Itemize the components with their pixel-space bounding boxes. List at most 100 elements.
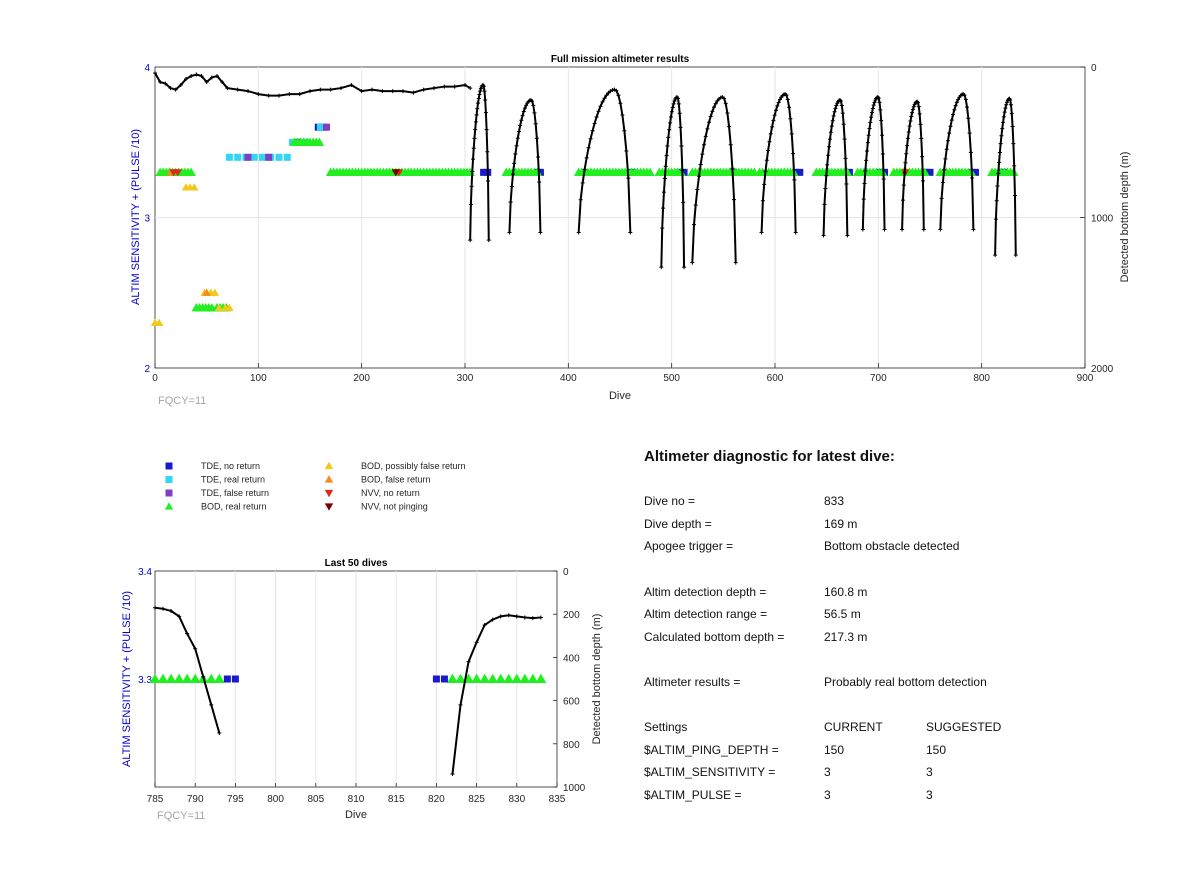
tde-real-return-marker	[316, 123, 324, 131]
legend-marker-bod-possibly-false-return	[324, 461, 334, 470]
top-y-tick-label: 4	[144, 63, 150, 74]
depth-sample-marker	[153, 71, 157, 76]
depth-sample-marker	[713, 101, 718, 106]
depth-sample-marker	[996, 171, 1001, 176]
depth-sample-marker	[725, 110, 730, 115]
depth-sample-marker	[663, 164, 668, 169]
depth-sample-marker	[664, 153, 669, 158]
depth-sample-marker	[659, 265, 664, 270]
depth-sample-marker	[910, 110, 915, 115]
bottom-depth-sample-marker	[217, 731, 222, 735]
depth-sample-marker	[1001, 114, 1006, 119]
depth-sample-marker	[513, 152, 518, 157]
depth-sample-marker	[703, 134, 708, 139]
depth-sample-marker	[831, 113, 836, 118]
depth-sample-marker	[628, 230, 633, 235]
legend-label-bod-possibly-false-return: BOD, possibly false return	[361, 461, 466, 471]
depth-sample-marker	[672, 98, 677, 103]
depth-sample-marker	[869, 115, 874, 120]
bottom-y-right-tick-label: 800	[563, 740, 580, 751]
legend-marker-bod-real-return	[164, 502, 174, 510]
depth-sample-marker	[590, 128, 595, 133]
depth-sample-marker	[833, 106, 838, 111]
depth-sample-marker	[339, 86, 343, 91]
tde-real-return-marker	[283, 153, 291, 161]
depth-sample-marker	[1013, 253, 1018, 258]
depth-sample-marker	[916, 104, 921, 109]
depth-sample-marker	[533, 121, 538, 126]
depth-sample-marker	[968, 150, 973, 155]
nvv-no-return-marker	[173, 169, 182, 177]
diag-key: Apogee trigger =	[644, 539, 734, 553]
depth-sample-marker	[866, 133, 871, 138]
depth-sample-marker	[911, 104, 916, 109]
depth-sample-marker	[965, 105, 970, 110]
depth-sample-marker	[784, 93, 789, 98]
depth-sample-marker	[328, 87, 333, 92]
depth-sample-marker	[478, 86, 483, 91]
bottom-depth-sample-marker	[450, 772, 455, 777]
depth-sample-marker	[771, 118, 776, 123]
depth-sample-marker	[421, 87, 426, 92]
setting-suggested: 150	[926, 743, 947, 757]
depth-sample-marker	[277, 93, 281, 98]
depth-sample-marker	[1012, 163, 1017, 168]
legend-label-nvv-no-return: NVV, no return	[361, 488, 420, 498]
depth-sample-marker	[471, 157, 476, 162]
depth-sample-marker	[870, 106, 875, 111]
depth-sample-marker	[944, 147, 949, 152]
depth-sample-marker	[432, 86, 436, 91]
depth-sample-marker	[993, 253, 998, 258]
depth-sample-marker	[1001, 120, 1006, 125]
bod-possibly-false-return-marker	[154, 318, 164, 326]
bottom-y-right-tick-label: 600	[563, 697, 580, 708]
bod-real-return-marker	[149, 673, 161, 684]
tde-no-return-marker	[480, 168, 488, 176]
depth-sample-marker	[618, 101, 623, 106]
top-x-tick-label: 500	[663, 373, 680, 384]
bottom-y-tick-label: 3.4	[138, 567, 152, 578]
setting-suggested: 3	[926, 765, 933, 779]
top-chart-title: Full mission altimeter results	[551, 54, 690, 65]
depth-sample-marker	[679, 144, 684, 149]
bottom-depth-sample-marker	[209, 702, 214, 707]
depth-sample-marker	[710, 109, 715, 114]
depth-sample-marker	[823, 186, 828, 191]
depth-sample-marker	[616, 93, 621, 98]
bod-real-return-marker	[189, 673, 201, 684]
depth-sample-marker	[938, 227, 943, 232]
tde-real-return-marker	[250, 153, 258, 161]
depth-sample-marker	[521, 109, 526, 114]
depth-sample-marker	[903, 160, 908, 165]
bottom-x-tick-label: 790	[187, 794, 204, 805]
tde-false-return-marker	[323, 123, 331, 131]
depth-sample-marker	[514, 143, 519, 148]
bod-real-return-marker	[181, 673, 193, 684]
bottom-depth-sample-marker	[538, 615, 543, 620]
depth-sample-marker	[624, 149, 629, 154]
setting-key: $ALTIM_PULSE =	[644, 788, 742, 802]
bottom-x-tick-label: 795	[227, 794, 244, 805]
bottom-depth-sample-marker	[177, 614, 182, 619]
depth-sample-marker	[909, 114, 914, 119]
depth-sample-marker	[481, 84, 486, 89]
bod-real-return-marker	[645, 167, 655, 176]
depth-sample-marker	[942, 167, 947, 172]
depth-sample-marker	[907, 124, 912, 129]
depth-sample-marker	[772, 113, 777, 118]
tde-no-return-marker	[432, 675, 440, 683]
legend-marker-tde-false-return	[165, 489, 173, 497]
bottom-y-right-tick-label: 1000	[563, 783, 586, 794]
depth-sample-marker	[970, 175, 975, 180]
tde-real-return-marker	[225, 153, 233, 161]
bottom-chart-marks	[149, 673, 547, 684]
depth-sample-marker	[669, 109, 674, 114]
legend-marker-nvv-no-return	[324, 489, 334, 498]
depth-sample-marker	[401, 89, 405, 94]
depth-sample-marker	[576, 230, 581, 235]
depth-sample-marker	[971, 227, 976, 232]
depth-sample-marker	[512, 161, 517, 166]
depth-sample-marker	[485, 149, 490, 154]
depth-sample-marker	[693, 203, 698, 208]
depth-sample-marker	[472, 136, 477, 141]
